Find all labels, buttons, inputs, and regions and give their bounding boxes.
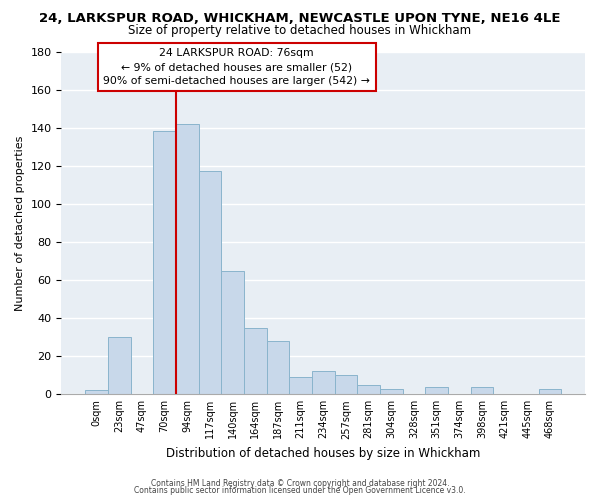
Bar bbox=[244, 328, 266, 394]
X-axis label: Distribution of detached houses by size in Whickham: Distribution of detached houses by size … bbox=[166, 447, 481, 460]
Text: Size of property relative to detached houses in Whickham: Size of property relative to detached ho… bbox=[128, 24, 472, 37]
Text: Contains HM Land Registry data © Crown copyright and database right 2024.: Contains HM Land Registry data © Crown c… bbox=[151, 478, 449, 488]
Bar bbox=[199, 172, 221, 394]
Bar bbox=[266, 341, 289, 394]
Text: Contains public sector information licensed under the Open Government Licence v3: Contains public sector information licen… bbox=[134, 486, 466, 495]
Text: 24 LARKSPUR ROAD: 76sqm
← 9% of detached houses are smaller (52)
90% of semi-det: 24 LARKSPUR ROAD: 76sqm ← 9% of detached… bbox=[103, 48, 370, 86]
Bar bbox=[176, 124, 199, 394]
Y-axis label: Number of detached properties: Number of detached properties bbox=[15, 135, 25, 310]
Bar bbox=[425, 386, 448, 394]
Bar bbox=[335, 376, 357, 394]
Bar bbox=[470, 386, 493, 394]
Bar bbox=[380, 388, 403, 394]
Bar bbox=[539, 388, 561, 394]
Bar bbox=[108, 337, 131, 394]
Bar bbox=[357, 385, 380, 394]
Bar bbox=[289, 377, 312, 394]
Bar bbox=[312, 372, 335, 394]
Text: 24, LARKSPUR ROAD, WHICKHAM, NEWCASTLE UPON TYNE, NE16 4LE: 24, LARKSPUR ROAD, WHICKHAM, NEWCASTLE U… bbox=[39, 12, 561, 26]
Bar bbox=[85, 390, 108, 394]
Bar bbox=[153, 132, 176, 394]
Bar bbox=[221, 270, 244, 394]
